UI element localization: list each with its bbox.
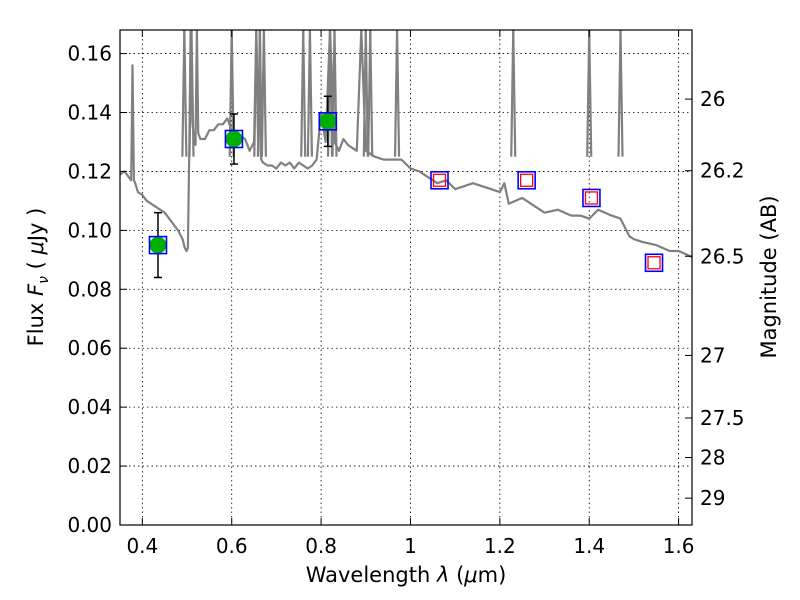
emission-line-spike	[308, 30, 314, 157]
y2-tick-label: 29	[700, 486, 725, 510]
x-tick-label: 0.8	[305, 534, 337, 558]
y-tick-label: 0.00	[67, 513, 112, 537]
y-tick-label: 0.10	[67, 218, 112, 242]
upper-limit-box	[647, 256, 661, 270]
x-tick-label: 1.6	[663, 534, 695, 558]
y2-tick-label: 26.5	[700, 244, 745, 268]
upper-limit-box	[584, 191, 599, 205]
y-tick-label: 0.06	[67, 336, 112, 360]
x-tick-label: 1.2	[484, 534, 516, 558]
emission-line-spike	[333, 30, 338, 157]
grid	[120, 30, 692, 526]
x-tick-label: 0.6	[216, 534, 248, 558]
y-tick-label: 0.04	[67, 395, 112, 419]
model-flux-box	[224, 129, 244, 149]
emission-line-spike	[190, 30, 195, 157]
y-tick-label: 0.02	[67, 454, 112, 478]
y2-tick-label: 26.2	[700, 159, 745, 183]
x-tick-label: 1	[404, 534, 417, 558]
y2-axis-title: Magnitude (AB)	[757, 195, 781, 358]
model-flux-box	[430, 170, 449, 190]
detection-point	[225, 130, 243, 148]
axis-ticks: 0.4 0.6 0.8 1 1.2 1.4 1.6 0.00 0.02 0.04 0.06 0.08 0…	[67, 30, 745, 558]
model-flux-box	[148, 235, 168, 255]
y-tick-label: 0.12	[67, 159, 112, 183]
y-axis-title: Flux Fν ( μJy )	[24, 208, 52, 347]
emission-line-spike	[302, 30, 307, 157]
y-tick-label: 0.16	[67, 42, 112, 66]
emission-line-spike	[395, 30, 401, 157]
emission-line-spike	[328, 30, 334, 157]
x-tick-label: 0.4	[126, 534, 158, 558]
emission-line-spike	[588, 30, 593, 157]
x-axis-title: Wavelength λ (μm)	[306, 563, 507, 587]
plot-area	[120, 30, 692, 279]
emission-line-spike	[183, 30, 188, 157]
y2-tick-label: 27	[700, 343, 725, 367]
emission-line-spike	[512, 30, 517, 157]
upper-limit-box	[432, 173, 447, 187]
emission-line-spike	[364, 30, 369, 157]
model-flux-box	[644, 253, 664, 273]
y2-tick-label: 26	[700, 87, 725, 111]
model-flux-box	[517, 170, 536, 190]
template-spectrum-line	[120, 30, 692, 258]
y-tick-label: 0.08	[67, 277, 112, 301]
emission-line-spike	[262, 30, 267, 157]
x-tick-label: 1.4	[573, 534, 605, 558]
model-flux-box	[318, 112, 338, 131]
detection-point	[149, 236, 167, 254]
model-flux-box	[582, 188, 601, 208]
y2-tick-label: 27.5	[700, 406, 745, 430]
upper-limit-box	[520, 173, 534, 187]
emission-line-spike	[369, 30, 374, 157]
detection-point	[319, 112, 337, 130]
plot-frame	[119, 29, 693, 526]
y2-tick-label: 28	[700, 445, 725, 469]
emission-line-spike	[619, 30, 624, 157]
y-tick-label: 0.14	[67, 101, 112, 125]
